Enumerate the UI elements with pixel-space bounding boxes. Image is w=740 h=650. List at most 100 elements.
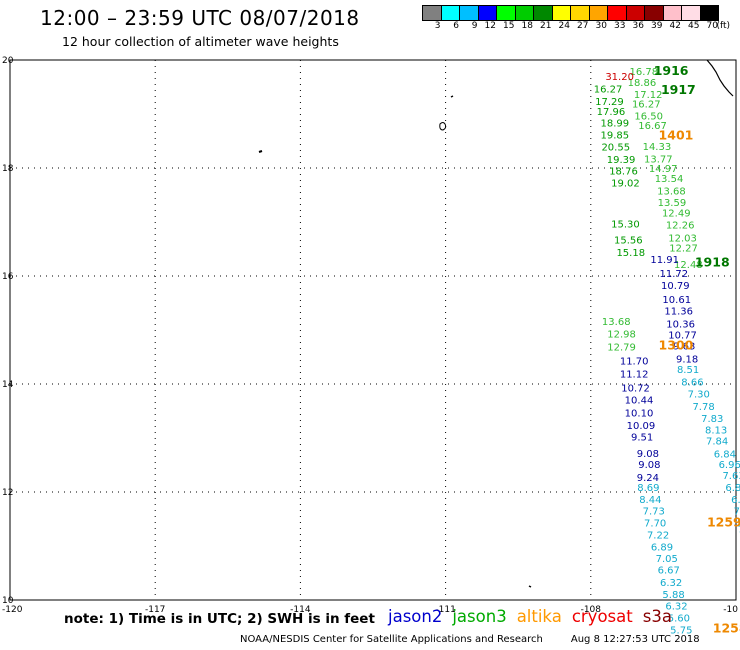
color-swatch [682, 6, 701, 20]
page-title: 12:00 – 23:59 UTC 08/07/2018 [40, 6, 360, 30]
color-swatch [460, 6, 479, 20]
color-scale-label: 3 [434, 21, 441, 31]
color-scale-unit: (ft) [716, 21, 730, 31]
wave-height-value: 10.36 [666, 319, 695, 330]
satellite-legend: jason2 jason3 altika cryosat s3a [388, 607, 682, 626]
color-swatch [589, 6, 608, 20]
wave-height-value: 6.67 [658, 566, 680, 577]
wave-height-value: 17.96 [597, 107, 626, 118]
wave-height-value: 6.96 [719, 460, 740, 471]
wave-height-value: 9.08 [638, 460, 660, 471]
lon-tick-label: -10 [723, 605, 738, 615]
color-swatch [478, 6, 497, 20]
wave-height-value: 7.73 [643, 507, 665, 518]
wave-height-value: 5.88 [662, 590, 684, 601]
wave-height-value: 6.32 [660, 578, 682, 589]
wave-height-value: 5.60 [668, 614, 690, 625]
wave-height-value: 10.09 [627, 421, 656, 432]
lat-tick-label: 18 [2, 164, 14, 174]
lon-tick-label: -111 [435, 605, 455, 615]
color-scale-label: 12 [484, 21, 496, 31]
color-scale-bar [422, 5, 719, 21]
lon-tick-label: -117 [145, 605, 165, 615]
wave-height-value: 15.18 [616, 248, 645, 259]
wave-height-value: 7.84 [706, 436, 728, 447]
wave-height-value: 10.77 [668, 331, 697, 342]
credit-text: NOAA/NESDIS Center for Satellite Applica… [240, 634, 543, 645]
color-scale-label: 27 [577, 21, 589, 31]
color-swatch [608, 6, 627, 20]
wave-height-value: 7.78 [692, 402, 714, 413]
color-swatch [552, 6, 571, 20]
color-swatch [441, 6, 460, 20]
color-scale-label: 45 [688, 21, 700, 31]
island-dot [258, 150, 263, 153]
color-swatch [515, 6, 534, 20]
wave-height-value: 5.75 [670, 625, 692, 636]
wave-height-value: 18.76 [609, 166, 638, 177]
wave-height-value: 9.63 [673, 341, 695, 352]
wave-height-value: 16.78 [630, 67, 659, 78]
satellite-jason2: jason2 [388, 607, 443, 626]
color-swatch [663, 6, 682, 20]
pass-time-label: 1258 [713, 620, 740, 635]
wave-height-value: 14.97 [649, 164, 678, 175]
wave-height-value: 5.86 [737, 519, 740, 530]
color-swatch [700, 6, 718, 20]
lat-tick-label: 14 [2, 380, 14, 390]
wave-height-value: 12.26 [666, 220, 695, 231]
lon-tick-label: -120 [2, 605, 23, 615]
wave-height-value: 16.67 [638, 121, 667, 132]
wave-height-value: 6.89 [651, 542, 673, 553]
wave-height-value: 13.68 [602, 317, 631, 328]
satellite-cryosat: cryosat [571, 607, 633, 626]
color-scale-label: 21 [540, 21, 552, 31]
wave-height-value: 18.86 [628, 78, 657, 89]
pass-time-label: 1917 [661, 82, 696, 97]
footer-note: note: 1) Time is in UTC; 2) SWH is in fe… [64, 611, 375, 627]
lat-tick-label: 20 [2, 56, 14, 66]
wave-height-value: 9.51 [631, 433, 653, 444]
island-dot [450, 95, 454, 98]
wave-height-value: 13.59 [658, 198, 687, 209]
wave-height-value: 6.98 [731, 495, 740, 506]
wave-height-value: 11.36 [664, 306, 693, 317]
color-scale-label: 18 [521, 21, 533, 31]
wave-height-value: 13.54 [655, 174, 684, 185]
wave-height-value: 6.32 [665, 602, 687, 613]
island-dot [528, 585, 532, 588]
wave-height-value: 15.56 [614, 236, 643, 247]
wave-height-value: 10.61 [662, 295, 691, 306]
page-subtitle: 12 hour collection of altimeter wave hei… [62, 34, 339, 49]
wave-height-value: 12.49 [662, 209, 691, 220]
wave-height-value: 8.51 [677, 365, 699, 376]
pass-time-label: 1918 [695, 254, 730, 269]
lon-tick-label: -114 [290, 605, 311, 615]
lat-tick-label: 10 [2, 596, 14, 606]
wave-height-value: 7.83 [701, 414, 723, 425]
wave-height-value: 17.12 [634, 90, 663, 101]
color-swatch [497, 6, 516, 20]
wave-height-value: 19.39 [607, 155, 636, 166]
wave-height-value: 15.30 [611, 219, 640, 230]
color-swatch [571, 6, 590, 20]
wave-height-value: 6.81 [725, 483, 740, 494]
color-scale-label: 6 [453, 21, 459, 31]
wave-height-value: 19.02 [611, 178, 640, 189]
wave-height-value: 10.72 [621, 384, 650, 395]
wave-height-value: 16.27 [594, 84, 623, 95]
wave-height-value: 10.10 [625, 408, 654, 419]
wave-height-value: 18.99 [600, 118, 629, 129]
wave-height-value: 31.20 [605, 72, 634, 83]
color-scale-label: 33 [614, 21, 626, 31]
lat-tick-label: 16 [2, 272, 14, 282]
wave-height-value: 12.98 [607, 330, 636, 341]
color-scale-label: 36 [632, 21, 644, 31]
color-scale-label: 39 [651, 21, 663, 31]
lon-tick-label: -108 [581, 605, 602, 615]
footer-credit: NOAA/NESDIS Center for Satellite Applica… [240, 634, 700, 645]
wave-height-value: 11.72 [660, 269, 689, 280]
wave-height-value: 19.85 [600, 130, 629, 141]
color-swatch [423, 6, 442, 20]
